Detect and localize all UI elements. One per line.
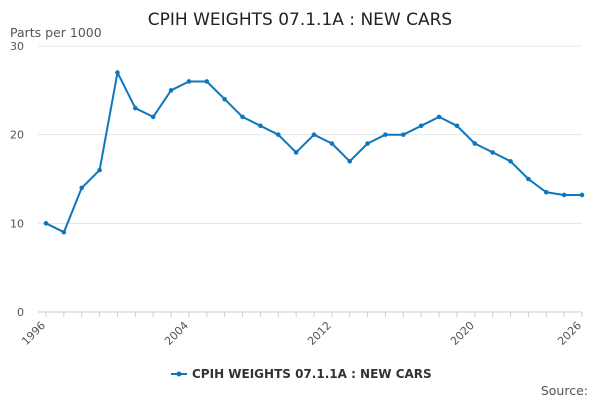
data-point[interactable] [258,123,263,129]
legend-label: CPIH WEIGHTS 07.1.1A : NEW CARS [192,367,432,381]
data-point[interactable] [436,114,442,120]
data-point[interactable] [508,158,513,164]
legend-swatch-marker [176,371,182,377]
source-label: Source: [541,383,588,398]
legend[interactable]: CPIH WEIGHTS 07.1.1A : NEW CARS [171,367,432,381]
data-point[interactable] [472,141,478,146]
data-point[interactable] [383,132,388,137]
data-point[interactable] [97,167,102,173]
x-tick-label: 2020 [448,319,477,348]
data-point[interactable] [133,105,138,111]
data-point[interactable] [43,221,49,226]
data-point[interactable] [401,132,406,137]
data-point[interactable] [561,192,567,198]
x-tick-label: 1996 [19,319,48,348]
data-point[interactable] [150,114,156,120]
x-axis-ticks: 1996 2004 2012 2020 2026 [19,312,584,348]
data-point[interactable] [186,79,192,84]
x-tick-label: 2004 [162,319,191,348]
series-line [45,71,582,234]
data-point[interactable] [526,176,531,182]
y-axis-label: Parts per 1000 [10,25,102,40]
data-point[interactable] [204,79,210,84]
data-point[interactable] [115,70,120,75]
data-point[interactable] [311,132,317,137]
data-point[interactable] [168,88,174,93]
data-point[interactable] [79,185,85,191]
data-point[interactable] [543,190,549,195]
data-point[interactable] [240,114,245,120]
data-point[interactable] [293,150,299,155]
data-point[interactable] [490,150,495,155]
x-tick-label: 2026 [555,319,584,348]
data-point[interactable] [222,96,227,102]
chart-title: CPIH WEIGHTS 07.1.1A : NEW CARS [148,10,452,30]
y-axis-ticks: 0 10 20 30 [10,40,24,319]
data-point[interactable] [275,132,281,137]
data-point[interactable] [61,229,67,235]
x-tick-label: 2012 [305,319,334,348]
data-point[interactable] [365,141,370,146]
y-tick-label: 20 [10,129,24,142]
y-tick-label: 0 [17,306,24,319]
series-layer [43,70,585,235]
data-point[interactable] [347,158,353,164]
y-tick-label: 10 [10,217,24,230]
gridlines [38,45,582,313]
data-point[interactable] [454,123,460,129]
y-tick-label: 30 [10,40,24,53]
data-point[interactable] [418,123,424,129]
data-point[interactable] [329,141,335,146]
data-point[interactable] [579,192,585,198]
